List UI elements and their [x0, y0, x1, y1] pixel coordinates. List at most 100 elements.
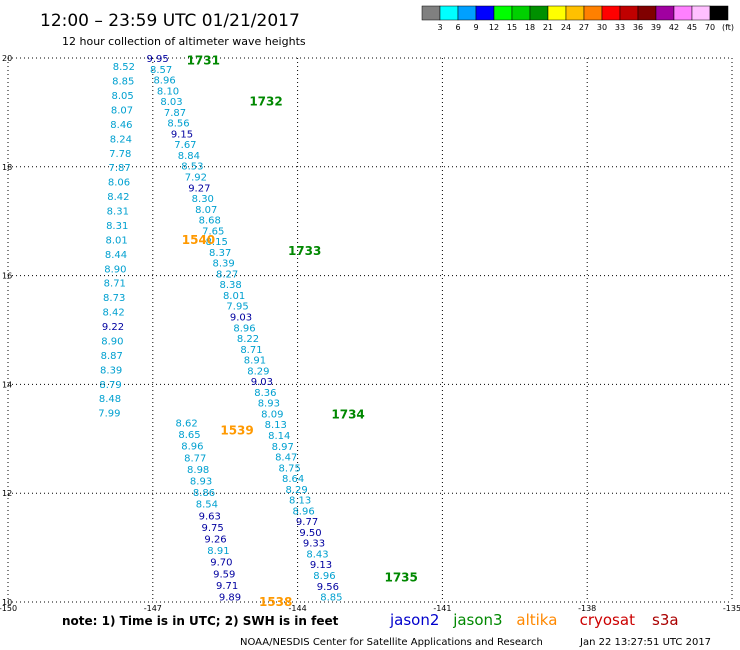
swh-value-label: 8.96 — [292, 506, 314, 517]
chart-title: 12:00 – 23:59 UTC 01/21/2017 — [40, 11, 300, 31]
swh-value-label: 8.24 — [110, 134, 132, 145]
swh-value-label: 9.33 — [303, 539, 325, 550]
pass-number-label: 1734 — [331, 407, 364, 421]
swh-value-label: 9.75 — [202, 523, 224, 534]
swh-value-label: 8.05 — [112, 91, 134, 102]
legend-label: 6 — [455, 23, 460, 32]
legend-swatch — [529, 5, 549, 21]
swh-value-label: 8.22 — [237, 334, 259, 345]
legend-swatch — [475, 5, 495, 21]
legend-swatch — [583, 5, 603, 21]
swh-value-label: 8.71 — [104, 279, 126, 290]
swh-value-label: 7.92 — [185, 172, 207, 183]
swh-value-label: 8.57 — [150, 65, 172, 76]
legend-swatch — [547, 5, 567, 21]
swh-value-label: 8.62 — [175, 418, 197, 429]
swh-value-label: 7.78 — [109, 149, 131, 160]
swh-value-label: 8.42 — [107, 192, 129, 203]
legend-swatch — [565, 5, 585, 21]
swh-value-label: 8.96 — [181, 442, 203, 453]
pass-number-label: 1539 — [220, 424, 253, 438]
pass-number-label: 1731 — [187, 54, 220, 68]
swh-value-label: 8.38 — [219, 280, 241, 291]
swh-value-label: 8.90 — [101, 336, 123, 347]
y-tick-label: 14 — [2, 380, 12, 389]
legend-label: 24 — [561, 23, 571, 32]
legend-label: (ft) — [722, 23, 734, 32]
swh-value-label: 9.26 — [204, 535, 226, 546]
legend-label: 70 — [705, 23, 715, 32]
swh-value-label: 8.64 — [282, 474, 304, 485]
color-legend: 3 6 9 12 15 18 21 24 27 30 33 36 39 42 45 70 (ft) — [421, 5, 734, 32]
x-tick-label: -144 — [289, 604, 307, 613]
legend-swatch — [601, 5, 621, 21]
legend-swatch — [421, 5, 441, 21]
legend-swatch — [439, 5, 459, 21]
legend-swatch — [511, 5, 531, 21]
legend-swatch — [709, 5, 729, 21]
swh-value-label: 8.71 — [240, 345, 262, 356]
y-tick-label: 10 — [2, 598, 12, 607]
pass-number-label: 1735 — [384, 571, 417, 585]
legend-swatch — [655, 5, 675, 21]
swh-value-label: 8.47 — [275, 453, 297, 464]
x-tick-label: -141 — [433, 604, 451, 613]
swh-value-label: 8.98 — [187, 465, 209, 476]
swh-value-label: 8.85 — [320, 593, 342, 604]
swh-value-label: 7.87 — [108, 163, 130, 174]
swh-value-label: 8.39 — [213, 259, 235, 270]
swh-value-label: 8.39 — [100, 365, 122, 376]
footer-timestamp: Jan 22 13:27:51 UTC 2017 — [579, 637, 711, 648]
y-tick-label: 12 — [2, 489, 12, 498]
legend-swatch — [673, 5, 693, 21]
swh-value-label: 7.65 — [202, 226, 224, 237]
swh-value-label: 8.54 — [196, 500, 218, 511]
swh-value-label: 8.52 — [113, 62, 135, 73]
swh-value-label: 9.50 — [299, 528, 321, 539]
swh-value-label: 8.30 — [192, 194, 214, 205]
swh-value-label: 8.13 — [265, 420, 287, 431]
legend-label: 12 — [489, 23, 499, 32]
plot-area: -150 -147 -144 -141 -138 -135 10 12 14 16 18 20 8.52… — [0, 54, 740, 613]
swh-value-label: 8.14 — [268, 431, 290, 442]
satellite-name: altika — [516, 611, 557, 629]
satellite-name: jason2 — [389, 611, 439, 629]
swh-value-label: 8.75 — [279, 463, 301, 474]
swh-value-label: 9.71 — [216, 581, 238, 592]
legend-label: 27 — [579, 23, 589, 32]
swh-value-label: 8.15 — [206, 237, 228, 248]
swh-value-label: 8.07 — [195, 205, 217, 216]
swh-value-label: 8.31 — [106, 221, 128, 232]
legend-swatch — [457, 5, 477, 21]
footer-credit: NOAA/NESDIS Center for Satellite Applica… — [240, 637, 543, 648]
legend-label: 9 — [473, 23, 478, 32]
legend-label: 36 — [633, 23, 643, 32]
swh-value-label: 9.95 — [146, 54, 168, 65]
swh-value-label: 8.73 — [103, 293, 125, 304]
x-tick-label: -138 — [578, 604, 596, 613]
swh-value-label: 8.68 — [199, 216, 221, 227]
satellite-legend: jason2 jason3 altika cryosat s3a — [389, 611, 679, 629]
legend-label: 33 — [615, 23, 625, 32]
swh-value-label: 9.63 — [199, 511, 221, 522]
swh-value-label: 9.13 — [310, 560, 332, 571]
satellite-name: jason3 — [452, 611, 502, 629]
swh-value-label: 8.07 — [111, 105, 133, 116]
swh-value-label: 9.03 — [230, 313, 252, 324]
swh-value-label: 8.01 — [223, 291, 245, 302]
swh-value-label: 8.79 — [99, 380, 121, 391]
swh-value-label: 8.84 — [178, 151, 200, 162]
swh-value-label: 8.09 — [261, 409, 283, 420]
footer-note: note: 1) Time is in UTC; 2) SWH is in fe… — [62, 614, 339, 628]
pass-number-label: 1732 — [249, 95, 282, 109]
swh-value-label: 8.91 — [207, 546, 229, 557]
swh-value-label: 8.31 — [107, 207, 129, 218]
swh-value-label: 8.77 — [184, 453, 206, 464]
legend-label: 45 — [687, 23, 697, 32]
swh-value-label: 8.96 — [313, 571, 335, 582]
legend-swatch — [637, 5, 657, 21]
swh-value-label: 8.65 — [178, 430, 200, 441]
swh-value-label: 8.53 — [181, 162, 203, 173]
x-tick-label: -147 — [144, 604, 162, 613]
